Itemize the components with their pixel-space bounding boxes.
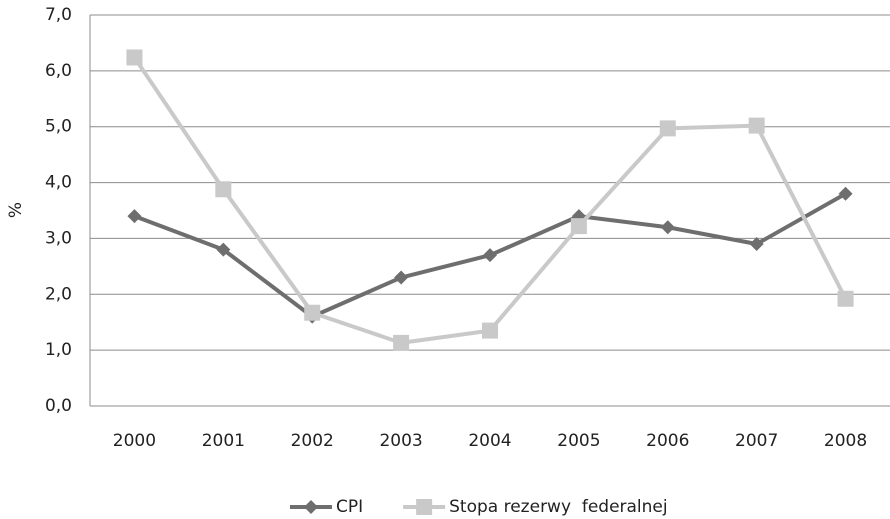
x-tick-label: 2005 bbox=[557, 431, 600, 451]
y-tick-label: 6,0 bbox=[45, 61, 72, 81]
y-tick-label: 4,0 bbox=[45, 173, 72, 193]
legend-label: Stopa rezerwy federalnej bbox=[449, 497, 667, 517]
marker bbox=[304, 304, 321, 321]
x-tick-label: 2008 bbox=[824, 431, 867, 451]
marker bbox=[215, 181, 232, 198]
marker bbox=[127, 209, 142, 224]
marker bbox=[482, 322, 498, 339]
x-tick-label: 2006 bbox=[646, 431, 689, 451]
y-tick-label: 3,0 bbox=[45, 228, 72, 248]
marker bbox=[749, 237, 764, 252]
marker bbox=[837, 290, 854, 307]
x-tick-label: 2004 bbox=[468, 431, 511, 451]
x-tick-label: 2003 bbox=[379, 431, 422, 451]
y-tick-label: 2,0 bbox=[45, 284, 72, 304]
x-tick-label: 2007 bbox=[735, 431, 778, 451]
marker bbox=[748, 117, 765, 134]
marker bbox=[660, 220, 675, 235]
marker bbox=[416, 499, 433, 515]
marker bbox=[659, 120, 676, 137]
marker bbox=[216, 242, 231, 257]
y-axis-label: % bbox=[6, 202, 26, 218]
legend-label: CPI bbox=[336, 497, 363, 517]
marker bbox=[838, 186, 853, 201]
marker bbox=[483, 248, 497, 263]
marker bbox=[393, 334, 410, 351]
marker bbox=[570, 218, 587, 235]
y-tick-label: 7,0 bbox=[45, 5, 72, 25]
series-line bbox=[132, 56, 848, 345]
y-tick-label: 1,0 bbox=[45, 340, 72, 360]
x-tick-label: 2001 bbox=[202, 431, 245, 451]
marker bbox=[126, 49, 143, 66]
x-tick-label: 2000 bbox=[113, 431, 156, 451]
x-tick-label: 2002 bbox=[291, 431, 334, 451]
marker bbox=[394, 270, 409, 285]
y-tick-label: 5,0 bbox=[45, 117, 72, 137]
marker bbox=[304, 500, 318, 514]
y-tick-label: 0,0 bbox=[45, 396, 72, 416]
